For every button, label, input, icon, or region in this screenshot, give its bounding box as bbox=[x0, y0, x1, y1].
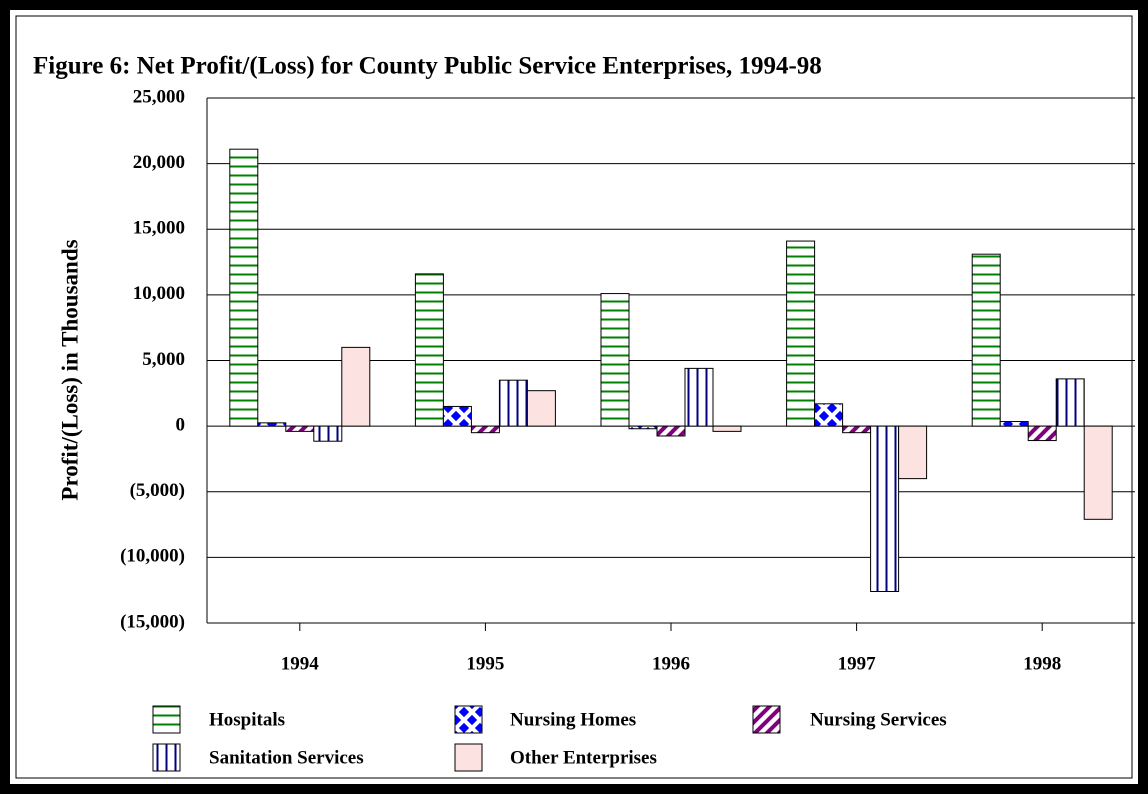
x-tick-label: 1996 bbox=[652, 653, 690, 674]
y-tick-label: (10,000) bbox=[120, 546, 185, 567]
bar bbox=[786, 240, 816, 427]
y-tick-label: 10,000 bbox=[133, 283, 185, 304]
bar bbox=[1083, 425, 1113, 520]
chart-title: Figure 6: Net Profit/(Loss) for County P… bbox=[33, 53, 822, 80]
bar bbox=[498, 379, 528, 427]
legend-label: Other Enterprises bbox=[510, 747, 657, 768]
y-tick-label: (5,000) bbox=[130, 480, 185, 501]
bar bbox=[313, 425, 343, 442]
legend-swatch bbox=[752, 705, 781, 734]
legend-swatch bbox=[454, 743, 483, 772]
bar bbox=[229, 148, 259, 427]
bar bbox=[285, 425, 315, 432]
bar bbox=[999, 421, 1029, 427]
bar bbox=[898, 425, 928, 480]
legend-label: Sanitation Services bbox=[209, 747, 364, 768]
bar bbox=[870, 425, 900, 592]
bar bbox=[628, 425, 658, 430]
bar bbox=[971, 253, 1001, 427]
bar bbox=[470, 425, 500, 434]
legend-label: Hospitals bbox=[209, 709, 285, 730]
y-tick-label: 0 bbox=[176, 414, 186, 435]
bar bbox=[814, 403, 844, 427]
x-tick-label: 1997 bbox=[838, 653, 877, 674]
y-tick-label: (15,000) bbox=[120, 611, 185, 632]
y-axis-label: Profit/(Loss) in Thousands bbox=[57, 239, 82, 500]
bar bbox=[442, 405, 472, 427]
bar bbox=[257, 422, 287, 427]
x-tick-label: 1998 bbox=[1023, 653, 1061, 674]
bar bbox=[656, 425, 686, 437]
inner-frame bbox=[15, 15, 1133, 779]
y-tick-label: 15,000 bbox=[133, 218, 185, 239]
bar bbox=[526, 390, 556, 427]
y-tick-label: 25,000 bbox=[133, 86, 185, 107]
x-tick-label: 1994 bbox=[281, 653, 320, 674]
legend-swatch bbox=[152, 743, 181, 772]
bar bbox=[1055, 378, 1085, 427]
bar bbox=[684, 367, 714, 427]
legend-swatch bbox=[152, 705, 181, 734]
y-tick-label: 20,000 bbox=[133, 152, 185, 173]
bar bbox=[341, 346, 371, 427]
legend-label: Nursing Homes bbox=[510, 709, 636, 730]
legend-label: Nursing Services bbox=[810, 709, 947, 730]
bar bbox=[600, 293, 630, 427]
x-tick-label: 1995 bbox=[466, 653, 504, 674]
bar bbox=[414, 273, 444, 427]
y-tick-label: 5,000 bbox=[142, 349, 185, 370]
bar bbox=[712, 425, 742, 432]
bar bbox=[842, 425, 872, 434]
legend-swatch bbox=[454, 705, 483, 734]
bar bbox=[1027, 425, 1057, 442]
